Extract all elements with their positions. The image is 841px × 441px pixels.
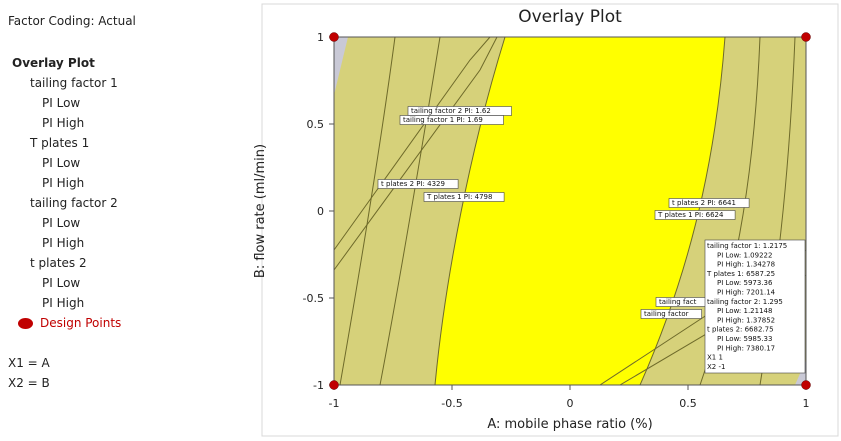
tooltip-line: t plates 2: 6682.75 (707, 326, 774, 334)
tooltip-line: PI High: 7201.14 (717, 289, 776, 297)
legend-label: Design Points (40, 316, 122, 330)
tooltip-line: PI High: 1.34278 (717, 261, 775, 269)
contour-line (379, 36, 441, 386)
annotation: tailing factor (644, 310, 689, 318)
annotation-box (668, 198, 750, 208)
group-sub-label: PI Low (42, 96, 81, 110)
region-grey (334, 37, 348, 95)
x-axis-label: A: mobile phase ratio (%) (487, 417, 652, 432)
tooltip-line: PI Low: 1.09222 (717, 251, 772, 259)
group-label: T plates 1 (30, 136, 90, 150)
legend-marker (18, 318, 33, 329)
y-axis-label: B: flow rate (ml/min) (253, 144, 268, 278)
x-tick-label: 1 (803, 397, 810, 410)
design-point (329, 32, 339, 42)
contour-line (339, 36, 396, 386)
sidebar-heading: Overlay Plot (12, 56, 95, 70)
annotation-box (640, 309, 702, 319)
x-tick-label: 0 (567, 397, 574, 410)
x-tick-label: 0.5 (679, 397, 697, 410)
annotation-box (654, 210, 736, 220)
contour-line (639, 36, 726, 386)
contour-line (333, 36, 498, 271)
y-tick-label: -1 (313, 379, 324, 392)
group-label: tailing factor 2 (30, 196, 118, 210)
tooltip-line: X2 -1 (707, 363, 725, 371)
group-sub-label: PI Low (42, 156, 81, 170)
tooltip-box (704, 239, 806, 374)
annotation: T plates 1 PI: 6624 (657, 211, 724, 219)
group-sub-label: PI High (42, 236, 85, 250)
x-tick-label: -1 (329, 397, 340, 410)
design-point (329, 380, 339, 390)
tooltip-line: tailing factor 1: 1.2175 (707, 242, 787, 250)
factor-label: X1 = A (8, 356, 50, 370)
region-yellow (435, 37, 725, 385)
group-sub-label: PI High (42, 116, 85, 130)
tooltip-line: PI Low: 5985.33 (717, 335, 772, 343)
annotation: t plates 2 PI: 4329 (381, 180, 445, 188)
y-tick-label: 1 (317, 31, 324, 44)
annotation: tailing factor 1 PI: 1.69 (403, 116, 483, 124)
design-point (801, 32, 811, 42)
sidebar: Factor Coding: Actual Overlay Plot taili… (0, 0, 250, 441)
plot-regions (333, 36, 807, 386)
factor-coding: Factor Coding: Actual (8, 14, 136, 28)
y-tick-label: 0 (317, 205, 324, 218)
group-label: tailing factor 1 (30, 76, 118, 90)
group-sub-label: PI High (42, 176, 85, 190)
contour-line (434, 36, 506, 386)
annotation: tailing fact (659, 298, 697, 306)
group-sub-label: PI Low (42, 216, 81, 230)
tooltip-line: PI High: 1.37852 (717, 316, 775, 324)
y-tick-label: 0.5 (307, 118, 325, 131)
factor-label: X2 = B (8, 376, 50, 390)
tooltip-line: PI Low: 1.21148 (717, 307, 772, 315)
group-sub-label: PI Low (42, 276, 81, 290)
tooltip-line: tailing factor 2: 1.295 (707, 298, 783, 306)
annotation-box (377, 179, 459, 189)
annotation: T plates 1 PI: 4798 (426, 193, 492, 201)
group-label: t plates 2 (30, 256, 87, 270)
annotation: t plates 2 PI: 6641 (672, 199, 736, 207)
tooltip-line: X1 1 (707, 354, 723, 362)
group-sub-label: PI High (42, 296, 85, 310)
tooltip-line: PI Low: 5973.36 (717, 279, 773, 287)
x-tick-label: -0.5 (441, 397, 462, 410)
chart-title: Overlay Plot (518, 7, 622, 27)
annotation: tailing factor 2 PI: 1.62 (411, 107, 491, 115)
tooltip-line: PI High: 7380.17 (717, 344, 775, 352)
annotation-box (399, 115, 504, 125)
tooltip-line: T plates 1: 6587.25 (706, 270, 775, 278)
y-tick-label: -0.5 (303, 292, 324, 305)
annotation-box (423, 192, 505, 202)
design-point (801, 380, 811, 390)
